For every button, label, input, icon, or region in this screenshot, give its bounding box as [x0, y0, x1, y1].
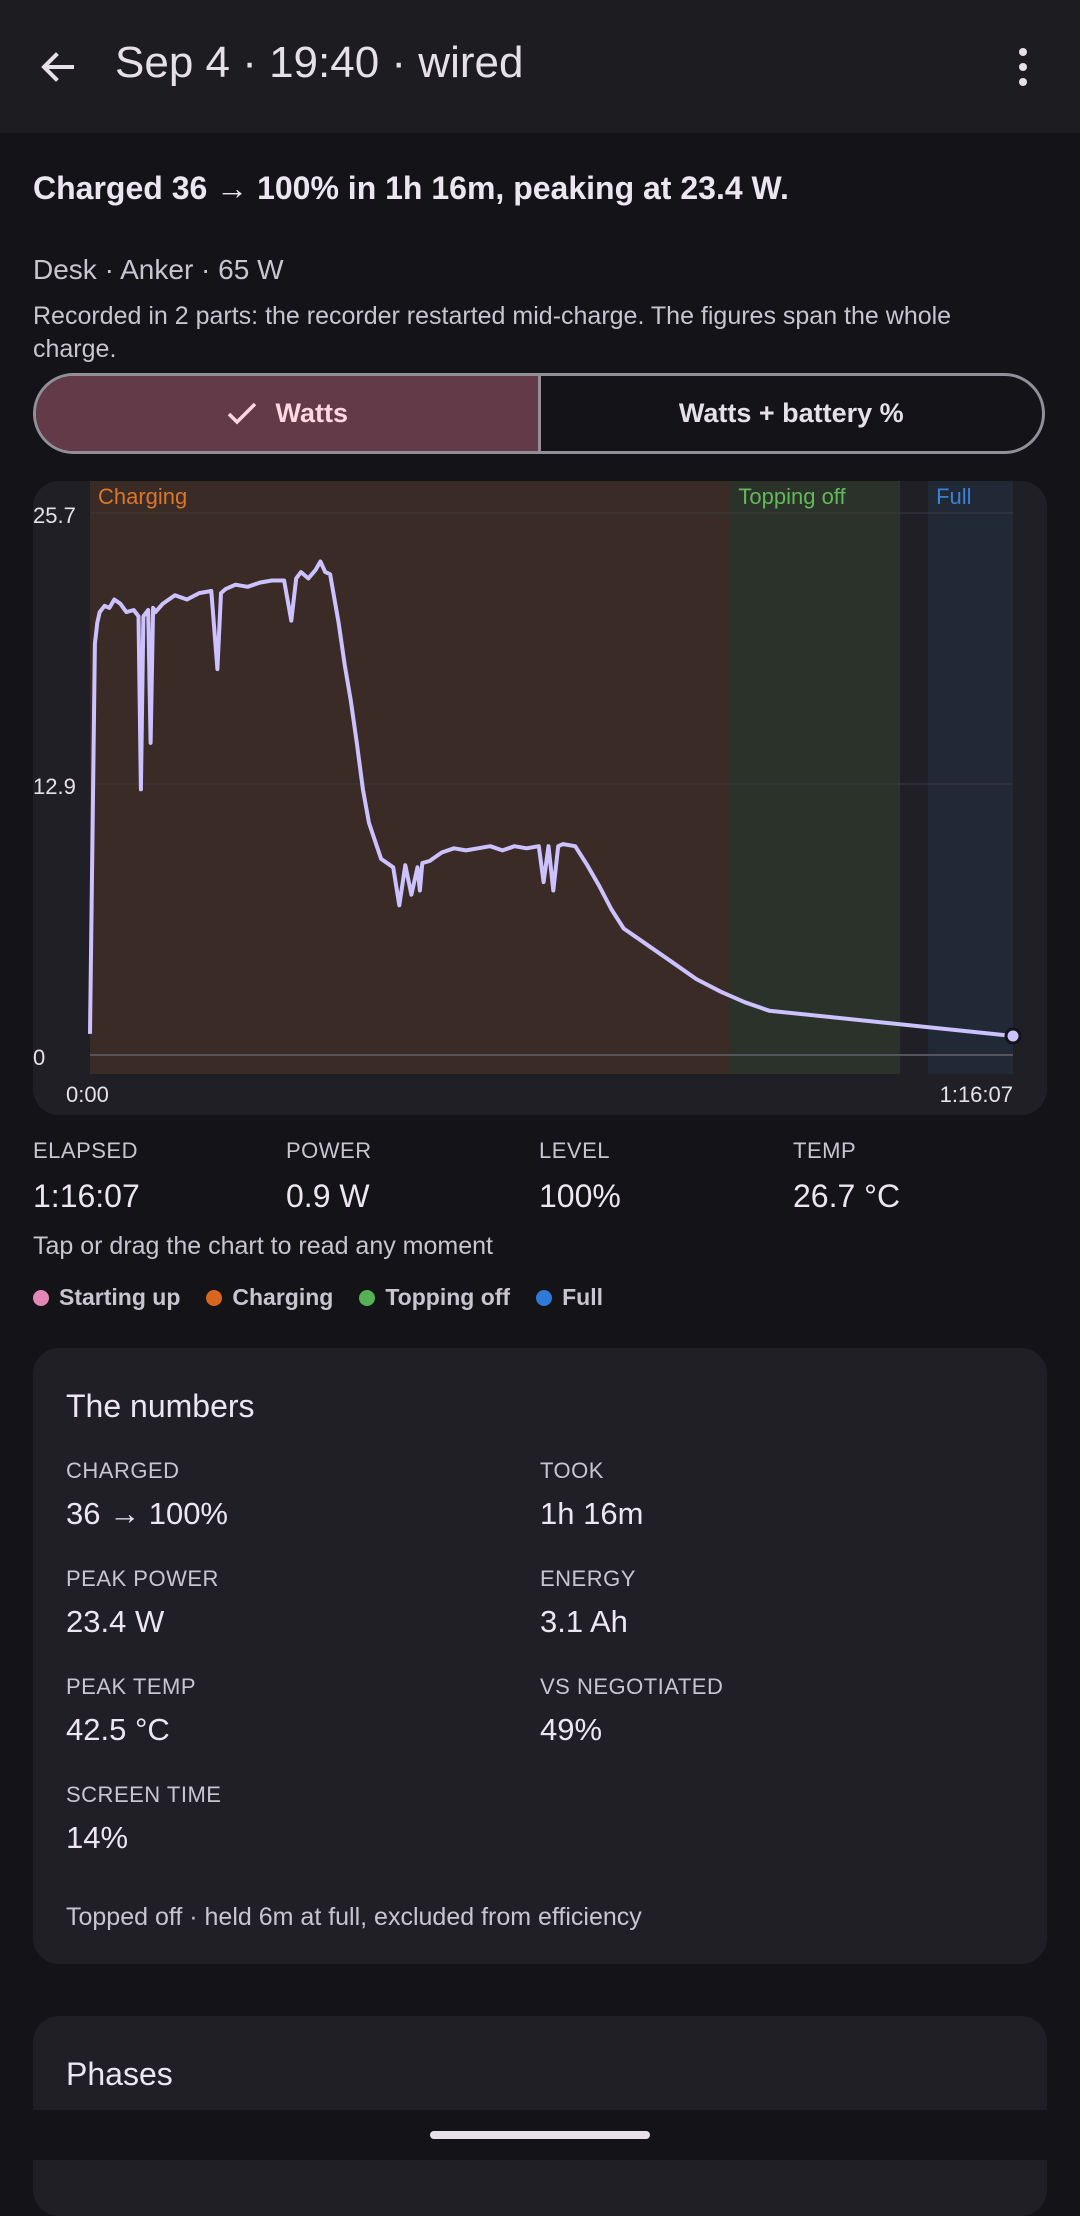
legend-dot	[359, 1289, 376, 1306]
stat-value: 26.7 °C	[793, 1178, 901, 1214]
y-tick-label: 0	[33, 1045, 45, 1070]
cell-label: CHARGED	[66, 1458, 180, 1483]
stat-value: 100%	[539, 1178, 621, 1214]
legend-dot	[33, 1289, 49, 1306]
y-tick-label: 12.9	[33, 774, 76, 799]
legend-starting-up: Starting up	[33, 1284, 180, 1311]
legend-dot	[206, 1289, 223, 1306]
phase-band-label: Charging	[98, 484, 187, 509]
numbers-charged: CHARGED 36 → 100%	[66, 1458, 486, 1532]
more-vert-dot	[1019, 78, 1027, 86]
power-series-line	[88, 559, 1014, 1038]
more-vert-icon	[1019, 48, 1027, 56]
arrow-back-icon	[41, 52, 74, 82]
phase-legend: Starting up Charging Topping off Full	[33, 1284, 603, 1311]
numbers-vs-negotiated: VS NEGOTIATED 49%	[540, 1674, 960, 1748]
more-vert-dot	[1019, 63, 1027, 71]
cell-label: TOOK	[540, 1458, 604, 1483]
cell-label: VS NEGOTIATED	[540, 1674, 724, 1699]
x-tick-label: 1:16:07	[940, 1082, 1013, 1107]
numbers-footnote: Topped off · held 6m at full, excluded f…	[66, 1903, 642, 1931]
stat-value: 0.9 W	[286, 1178, 370, 1214]
numbers-screen-time: SCREEN TIME 14%	[66, 1782, 486, 1856]
current-point-marker	[1004, 1027, 1022, 1045]
phase-band-topping-off	[730, 481, 901, 1074]
legend-label: Topping off	[385, 1284, 511, 1310]
chart-hint: Tap or drag the chart to read any moment	[33, 1232, 493, 1260]
phases-card-title: Phases	[66, 2056, 173, 2092]
chart-mode-toggle: Watts Watts + battery %	[33, 373, 1045, 454]
stat-label: POWER	[286, 1138, 372, 1163]
top-app-bar: Sep 4 · 19:40 · wired	[0, 0, 1080, 133]
x-tick-label: 0:00	[66, 1082, 109, 1107]
legend-dot	[536, 1289, 553, 1306]
cell-label: SCREEN TIME	[66, 1782, 222, 1807]
live-stats-row: ELAPSED 1:16:07 POWER 0.9 W LEVEL 100% T…	[33, 1138, 1047, 1228]
phase-band-label: Topping off	[738, 484, 846, 509]
gesture-handle[interactable]	[430, 2131, 650, 2139]
power-chart[interactable]: Charging Topping off Full 25.7 12.9 0 0:00 1:…	[33, 481, 1047, 1115]
stat-elapsed: ELAPSED 1:16:07	[33, 1138, 283, 1215]
check-icon	[227, 402, 256, 424]
cell-value: 1h 16m	[540, 1496, 644, 1531]
watts-battery-segment-label: Watts + battery %	[678, 398, 904, 428]
stat-label: LEVEL	[539, 1138, 610, 1163]
cell-value: 23.4 W	[66, 1604, 165, 1639]
watts-segment[interactable]: Watts	[36, 376, 538, 451]
phase-band-charging	[90, 481, 731, 1074]
legend-full: Full	[536, 1284, 603, 1311]
charge-summary: Charged 36 → 100% in 1h 16m, peaking at …	[33, 170, 789, 206]
legend-label: Full	[562, 1284, 603, 1310]
phase-band-label: Full	[936, 484, 971, 509]
cell-value: 49%	[540, 1712, 603, 1747]
y-tick-label: 25.7	[33, 503, 76, 528]
legend-label: Starting up	[59, 1284, 181, 1310]
phase-band-full	[928, 481, 1013, 1074]
legend-label: Charging	[232, 1284, 334, 1310]
recording-note: Recorded in 2 parts: the recorder restar…	[33, 302, 952, 363]
charger-source: Desk · Anker · 65 W	[33, 254, 284, 285]
page-title: Sep 4 · 19:40 · wired	[115, 38, 524, 87]
back-button[interactable]	[30, 32, 86, 102]
cell-label: PEAK TEMP	[66, 1674, 197, 1699]
power-chart-svg[interactable]: Charging Topping off Full 25.7 12.9 0 0:00 1:…	[33, 481, 1047, 1115]
numbers-energy: ENERGY 3.1 Ah	[540, 1566, 960, 1640]
cell-value: 36 → 100%	[66, 1496, 228, 1531]
watts-battery-segment[interactable]: Watts + battery %	[537, 376, 1043, 451]
more-options-button[interactable]	[1000, 40, 1046, 94]
cell-label: PEAK POWER	[66, 1566, 219, 1591]
cell-label: ENERGY	[540, 1566, 636, 1591]
numbers-took: TOOK 1h 16m	[540, 1458, 960, 1532]
numbers-peak-temp: PEAK TEMP 42.5 °C	[66, 1674, 486, 1748]
numbers-card: The numbers CHARGED 36 → 100% TOOK 1h 16…	[33, 1348, 1047, 1964]
stat-value: 1:16:07	[33, 1178, 140, 1214]
stat-level: LEVEL 100%	[539, 1138, 789, 1215]
legend-topping-off: Topping off	[359, 1284, 510, 1311]
stat-label: TEMP	[793, 1138, 857, 1163]
legend-charging: Charging	[206, 1284, 333, 1311]
cell-value: 14%	[66, 1820, 129, 1855]
stat-power: POWER 0.9 W	[286, 1138, 536, 1215]
stat-label: ELAPSED	[33, 1138, 138, 1163]
cell-value: 42.5 °C	[66, 1712, 170, 1747]
numbers-peak-power: PEAK POWER 23.4 W	[66, 1566, 486, 1640]
watts-segment-label: Watts	[275, 398, 349, 428]
numbers-card-title: The numbers	[66, 1388, 255, 1424]
stat-temp: TEMP 26.7 °C	[793, 1138, 1043, 1215]
cell-value: 3.1 Ah	[540, 1604, 628, 1639]
